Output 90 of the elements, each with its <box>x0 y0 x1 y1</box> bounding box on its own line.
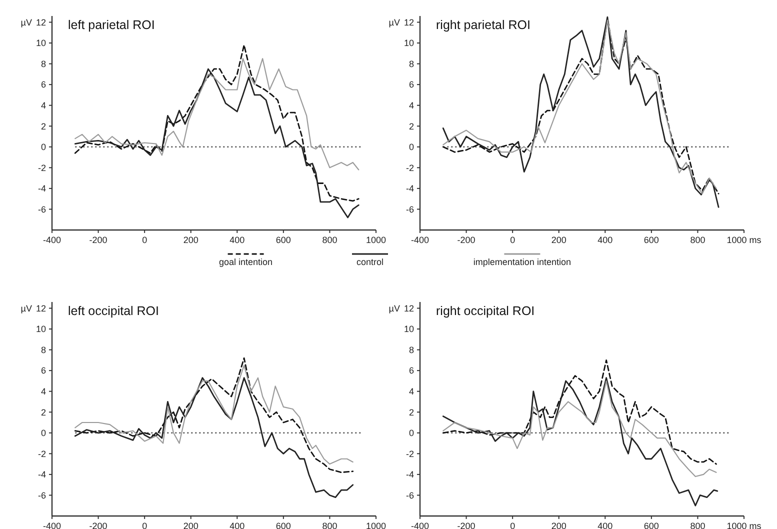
y-tick-label: 2 <box>408 121 414 132</box>
y-tick-label: -6 <box>38 490 46 500</box>
y-tick-label: -4 <box>38 470 46 480</box>
x-tick-label: 400 <box>598 235 613 245</box>
y-tick-label: 8 <box>40 58 46 69</box>
x-tick-label: 400 <box>230 521 245 529</box>
x-tick-label: 1000 <box>366 235 386 245</box>
line-series <box>74 377 354 498</box>
legend-label: control <box>356 257 384 267</box>
y-tick-label: 12 <box>36 17 46 28</box>
y-tick-label: 0 <box>408 142 414 152</box>
y-axis-title: µV <box>388 303 400 314</box>
x-tick-label: 400 <box>230 235 245 245</box>
x-tick-label: -400 <box>410 235 430 245</box>
y-axis-title: µV <box>388 17 400 28</box>
y-axis-title: µV <box>20 17 32 28</box>
line-series <box>442 359 717 465</box>
y-tick-label: 2 <box>40 121 46 132</box>
y-tick-label: -2 <box>38 448 46 459</box>
y-tick-label: 10 <box>36 38 46 48</box>
line-series <box>442 380 717 478</box>
x-tick-label: -200 <box>89 235 108 245</box>
line-series <box>74 44 360 202</box>
x-tick-label: 0 <box>142 235 148 245</box>
y-tick-label: -4 <box>406 184 414 194</box>
x-tick-label: -400 <box>410 521 430 529</box>
x-tick-label: 600 <box>644 521 659 529</box>
x-tick-label: -400 <box>42 235 62 245</box>
chart-title: right occipital ROI <box>436 304 535 318</box>
x-tick-label: 800 <box>322 235 338 245</box>
y-tick-label: 8 <box>408 58 414 69</box>
x-tick-label: 1000 ms <box>726 235 762 245</box>
y-tick-label: 0 <box>40 428 46 438</box>
x-tick-label: 200 <box>551 521 566 529</box>
y-tick-label: 8 <box>40 344 46 355</box>
y-tick-label: 8 <box>408 344 414 355</box>
x-tick-label: 600 <box>276 521 291 529</box>
y-tick-label: 4 <box>40 386 46 396</box>
legend-label: goal intention <box>219 257 273 267</box>
x-tick-label: 200 <box>183 235 198 245</box>
y-tick-label: -2 <box>406 448 414 459</box>
x-tick-label: 0 <box>510 521 516 529</box>
y-tick-label: 4 <box>408 386 414 396</box>
line-series <box>74 58 360 170</box>
x-tick-label: 400 <box>598 521 613 529</box>
y-tick-label: 4 <box>408 100 414 110</box>
x-tick-label: 200 <box>551 235 566 245</box>
y-tick-label: -6 <box>38 204 46 214</box>
y-tick-label: -4 <box>38 184 46 194</box>
x-tick-label: -200 <box>457 521 476 529</box>
y-axis-title: µV <box>20 303 32 314</box>
x-tick-label: 800 <box>322 521 338 529</box>
y-tick-label: 12 <box>404 303 414 314</box>
x-tick-label: 0 <box>510 235 516 245</box>
chart-title: right parietal ROI <box>436 18 530 32</box>
x-tick-label: 1000 ms <box>726 521 762 529</box>
y-tick-label: 10 <box>36 324 46 334</box>
x-tick-label: -400 <box>42 521 62 529</box>
y-tick-label: 4 <box>40 100 46 110</box>
x-tick-label: 600 <box>644 235 659 245</box>
y-tick-label: 12 <box>36 303 46 314</box>
y-tick-label: 2 <box>40 407 46 418</box>
x-tick-label: -200 <box>457 235 476 245</box>
x-tick-label: 800 <box>690 235 706 245</box>
chart-title: left occipital ROI <box>68 304 160 318</box>
y-tick-label: 0 <box>40 142 46 152</box>
y-tick-label: 10 <box>404 38 414 48</box>
x-tick-label: 1000 <box>366 521 386 529</box>
x-tick-label: -200 <box>89 521 108 529</box>
line-series <box>442 377 718 506</box>
chart-title: left parietal ROI <box>68 18 155 32</box>
y-tick-label: 0 <box>408 428 414 438</box>
x-tick-label: 0 <box>142 521 148 529</box>
x-tick-label: 600 <box>276 235 291 245</box>
y-tick-label: -6 <box>406 204 414 214</box>
x-tick-label: 800 <box>690 521 706 529</box>
y-tick-label: -2 <box>406 162 414 173</box>
y-tick-label: 10 <box>404 324 414 334</box>
y-tick-label: -4 <box>406 470 414 480</box>
y-tick-label: -2 <box>38 162 46 173</box>
y-tick-label: 12 <box>404 17 414 28</box>
y-tick-label: 6 <box>40 80 46 90</box>
x-tick-label: 200 <box>183 521 198 529</box>
y-tick-label: 2 <box>408 407 414 418</box>
y-tick-label: -6 <box>406 490 414 500</box>
legend-label: implementation intention <box>473 257 571 267</box>
y-tick-label: 6 <box>408 80 414 90</box>
y-tick-label: 6 <box>408 366 414 376</box>
line-series <box>74 68 360 218</box>
y-tick-label: 6 <box>40 366 46 376</box>
